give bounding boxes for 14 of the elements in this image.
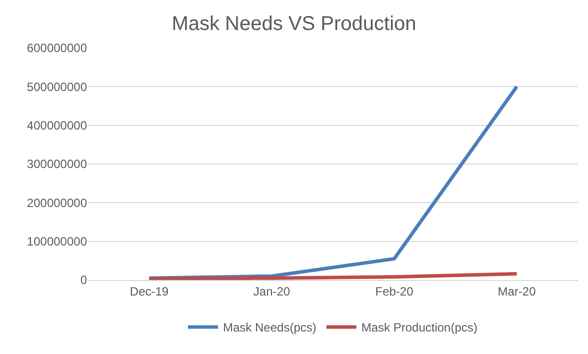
y-tick-label: 200000000 bbox=[26, 196, 88, 210]
x-tick-label: Mar-20 bbox=[498, 284, 536, 298]
y-tick-label: 600000000 bbox=[26, 41, 88, 56]
legend-label: Mask Needs(pcs) bbox=[223, 320, 316, 335]
y-tick-label: 100000000 bbox=[26, 234, 88, 249]
y-tick-label: 300000000 bbox=[26, 157, 88, 172]
legend-label: Mask Production(pcs) bbox=[361, 320, 478, 335]
x-tick-label: Jan-20 bbox=[253, 284, 290, 298]
y-tick-label: 0 bbox=[80, 273, 88, 288]
x-tick-label: Feb-20 bbox=[375, 284, 414, 298]
y-tick-label: 500000000 bbox=[26, 80, 88, 94]
x-tick-label: Dec-19 bbox=[130, 284, 169, 298]
y-tick-label: 400000000 bbox=[26, 118, 88, 133]
chart-title: Mask Needs VS Production bbox=[172, 12, 416, 35]
